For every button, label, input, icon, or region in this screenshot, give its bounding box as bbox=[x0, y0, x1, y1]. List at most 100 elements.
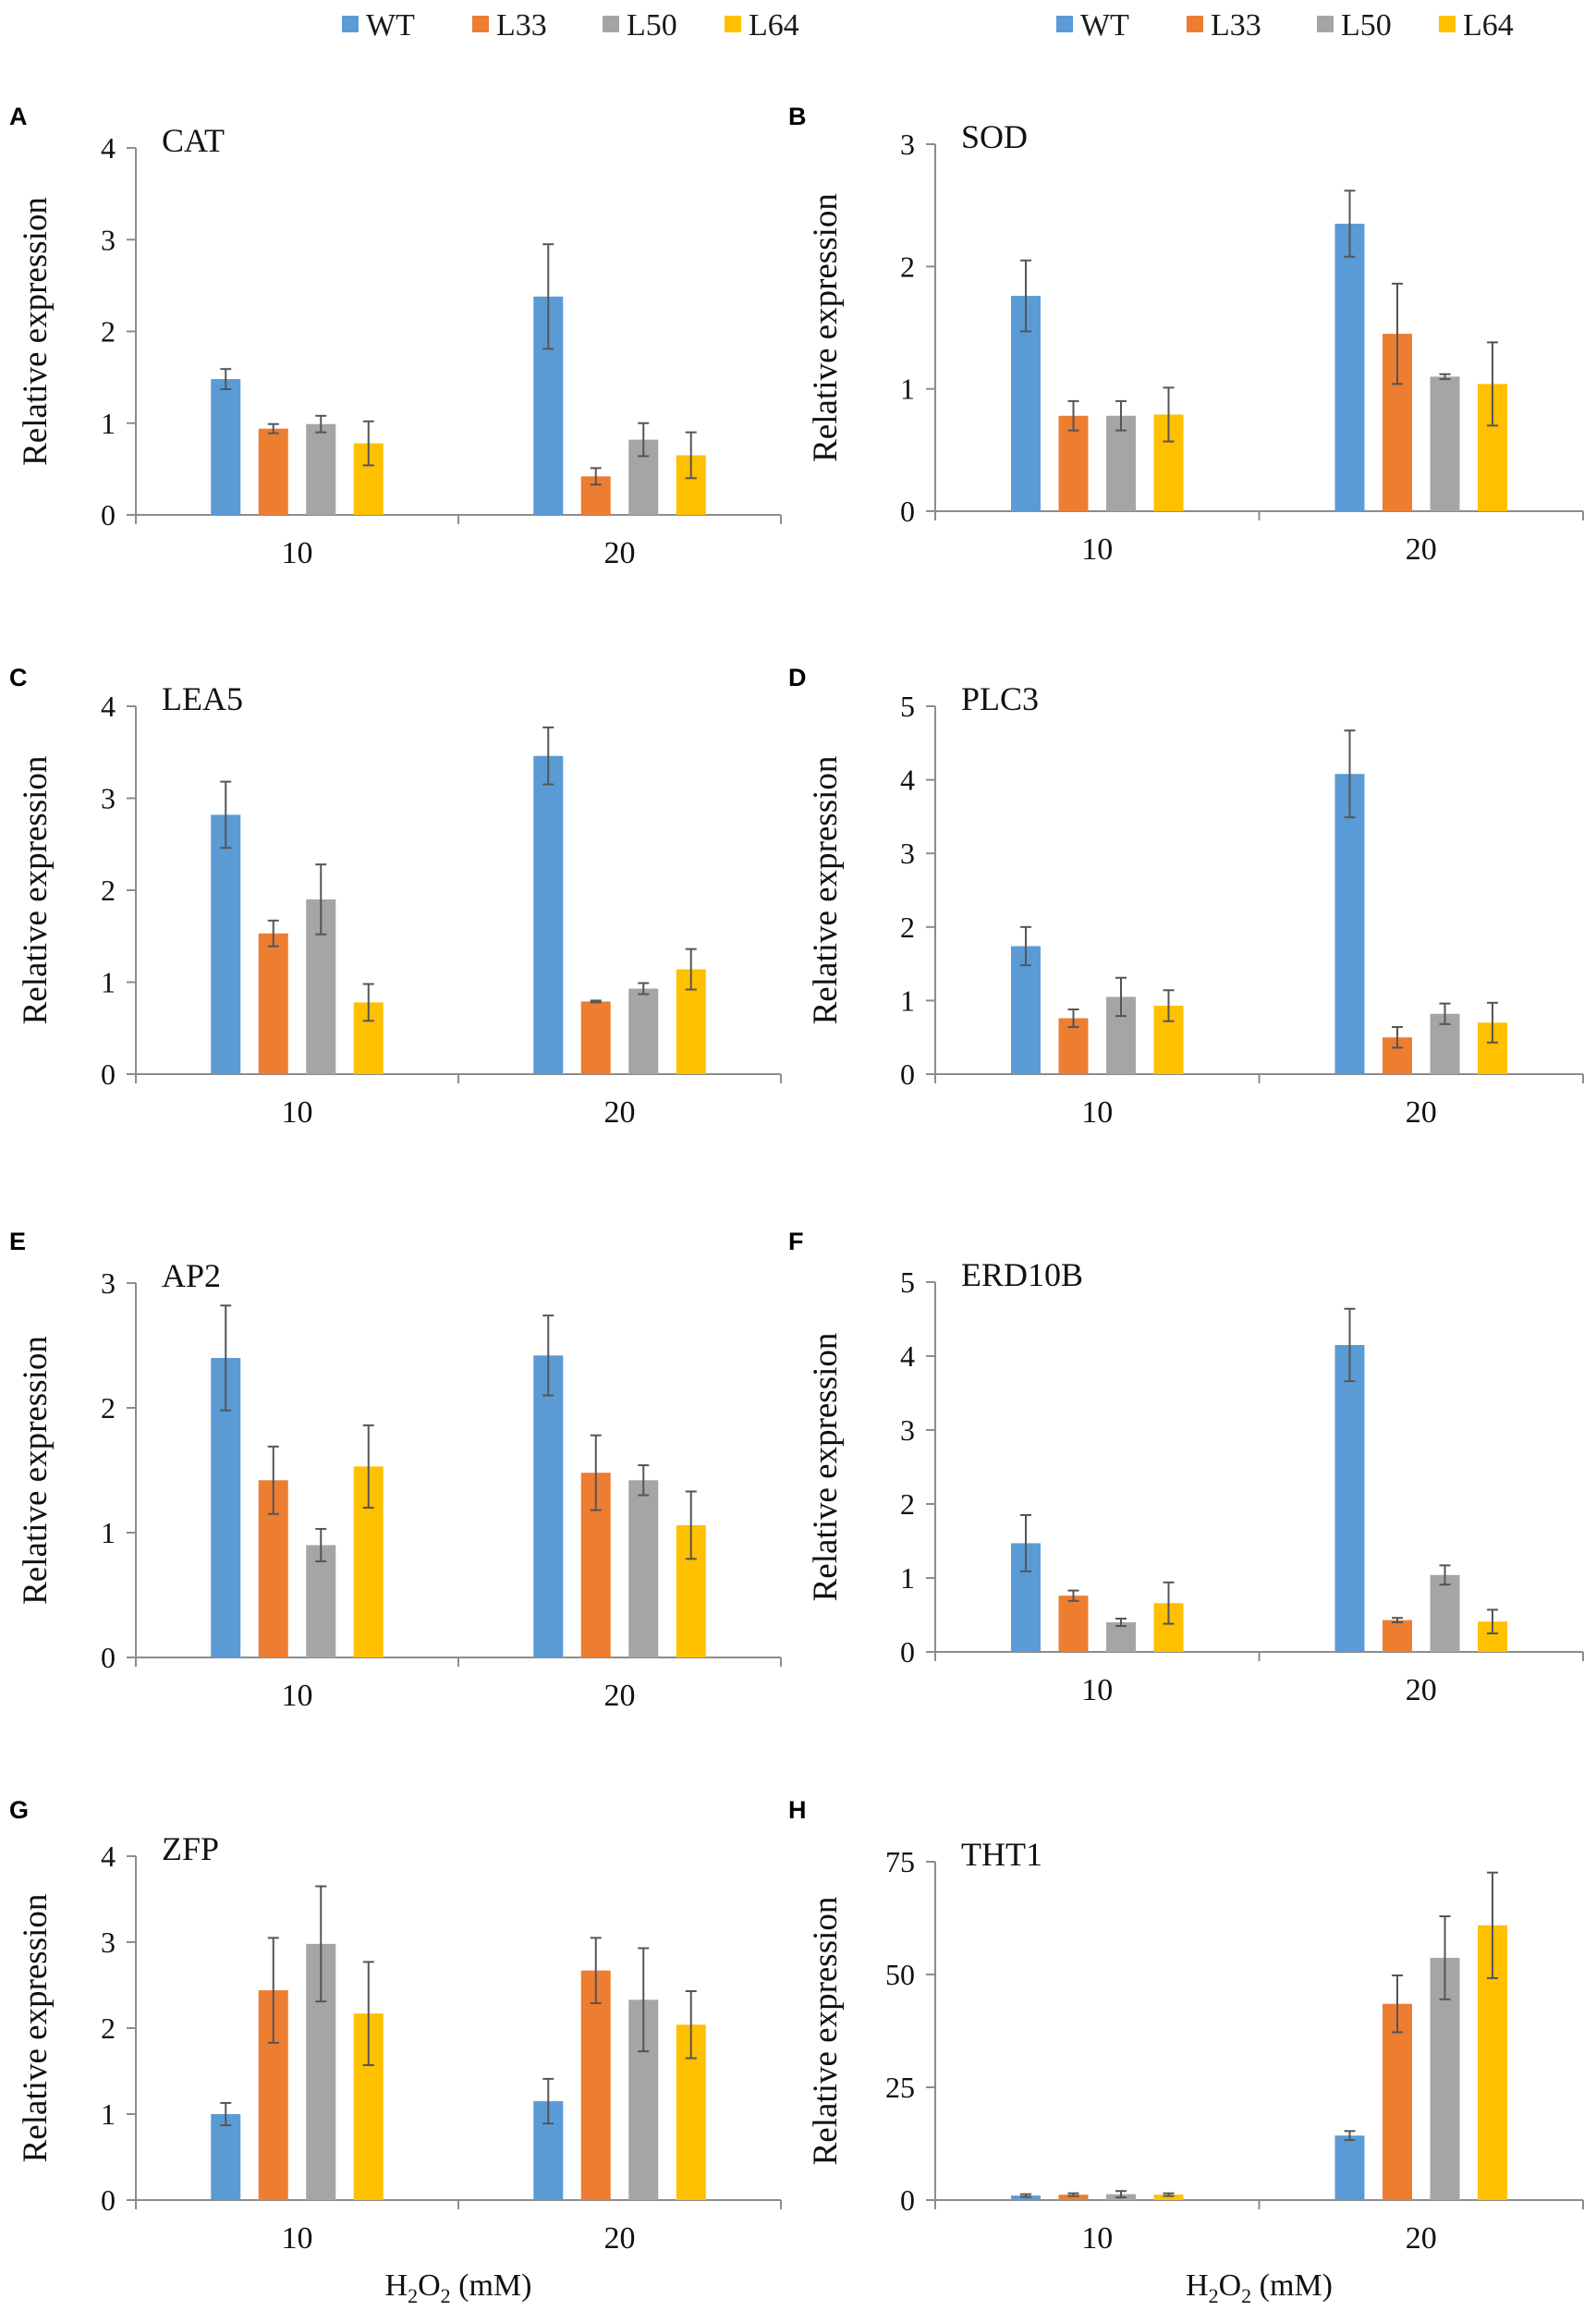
bar-l33-20 bbox=[1383, 1620, 1412, 1652]
error-bar-l64-20 bbox=[1487, 1001, 1498, 1044]
x-tick-label: 10 bbox=[282, 536, 313, 570]
error-bar-l33-20 bbox=[1392, 1974, 1403, 2034]
error-bar-l50-10 bbox=[315, 1527, 327, 1563]
legend-label-l64: L64 bbox=[749, 8, 799, 43]
y-tick-label: 3 bbox=[101, 1266, 116, 1300]
y-axis-label: Relative expression bbox=[807, 1897, 845, 2166]
error-bar-l50-20 bbox=[638, 982, 650, 996]
panel-title: THT1 bbox=[961, 1836, 1042, 1873]
error-bar-l33-10 bbox=[1067, 2192, 1079, 2197]
error-bar-l64-10 bbox=[1163, 1581, 1175, 1625]
panel-h: H THT1 Relative expression 0 25 50 75 10 20 H2O2 … bbox=[788, 1796, 1584, 2307]
y-axis-label: Relative expression bbox=[807, 756, 845, 1025]
error-bar-l33-10 bbox=[1067, 399, 1079, 432]
error-bar-l50-10 bbox=[315, 414, 327, 434]
x-tick-label: 20 bbox=[1406, 1095, 1437, 1130]
y-tick-label: 0 bbox=[101, 1058, 116, 1091]
error-bar-l50-10 bbox=[1115, 1618, 1127, 1627]
error-bar-l33-10 bbox=[267, 422, 279, 434]
legend-label-l50: L50 bbox=[1341, 8, 1392, 43]
y-tick-label: 0 bbox=[101, 498, 116, 532]
x-tick-label: 10 bbox=[282, 2221, 313, 2256]
y-tick-label: 0 bbox=[900, 1058, 915, 1091]
bar-wt-10 bbox=[211, 379, 241, 515]
error-bar-wt-10 bbox=[220, 368, 232, 391]
y-tick-label: 4 bbox=[101, 1840, 116, 1873]
y-tick-label: 4 bbox=[900, 764, 915, 797]
x-tick-label: 10 bbox=[1081, 2221, 1113, 2256]
bar-l33-10 bbox=[258, 428, 288, 515]
y-tick-label: 1 bbox=[900, 1561, 915, 1595]
error-bar-l64-20 bbox=[1487, 341, 1498, 427]
error-bar-wt-20 bbox=[542, 1314, 554, 1397]
y-tick-label: 2 bbox=[900, 911, 915, 944]
x-tick-label: 20 bbox=[1406, 532, 1437, 567]
y-tick-label: 2 bbox=[101, 874, 116, 907]
bar-l33-20 bbox=[580, 1001, 611, 1074]
y-axis-label: Relative expression bbox=[17, 1894, 55, 2163]
y-tick-label: 0 bbox=[101, 2183, 116, 2217]
y-tick-label: 1 bbox=[101, 2097, 116, 2131]
error-bar-l50-10 bbox=[1115, 976, 1127, 1018]
error-bar-l33-20 bbox=[1392, 282, 1403, 385]
error-bar-wt-20 bbox=[1344, 190, 1356, 258]
panel-title: ZFP bbox=[162, 1830, 219, 1867]
y-tick-label: 5 bbox=[900, 1266, 915, 1299]
panel-title: LEA5 bbox=[162, 680, 243, 717]
x-tick-label: 20 bbox=[1406, 1673, 1437, 1707]
bar-l33-10 bbox=[1058, 1596, 1089, 1652]
error-bar-l50-20 bbox=[638, 1947, 650, 2053]
y-axis-label: Relative expression bbox=[17, 1336, 55, 1605]
error-bar-wt-20 bbox=[542, 2077, 554, 2125]
legend-label-wt: WT bbox=[366, 8, 415, 43]
error-bar-l50-10 bbox=[1115, 2190, 1127, 2199]
legend-swatch-l50 bbox=[603, 16, 619, 32]
bar-wt-10 bbox=[1011, 946, 1041, 1074]
x-tick-label: 10 bbox=[282, 1095, 313, 1130]
error-bar-wt-20 bbox=[1344, 729, 1356, 819]
y-tick-label: 4 bbox=[101, 131, 116, 165]
x-axis-label: H2O2 (mM) bbox=[1186, 2268, 1333, 2307]
bar-l33-10 bbox=[258, 933, 288, 1074]
x-tick-label: 10 bbox=[1081, 1673, 1113, 1707]
error-bar-l64-20 bbox=[1487, 1871, 1498, 1979]
y-tick-label: 3 bbox=[101, 223, 116, 256]
error-bar-l33-20 bbox=[590, 999, 602, 1004]
y-tick-label: 5 bbox=[900, 690, 915, 723]
x-tick-label: 10 bbox=[1081, 1095, 1113, 1130]
error-bar-l50-20 bbox=[1439, 1564, 1451, 1586]
x-tick-label: 20 bbox=[604, 1095, 636, 1130]
y-tick-label: 75 bbox=[885, 1845, 915, 1878]
error-bar-l33-20 bbox=[590, 467, 602, 486]
error-bar-l50-10 bbox=[315, 1885, 327, 2003]
error-bar-l33-20 bbox=[590, 1937, 602, 2005]
panel-title: ERD10B bbox=[961, 1256, 1083, 1293]
y-tick-label: 2 bbox=[101, 1391, 116, 1425]
y-tick-label: 3 bbox=[101, 782, 116, 815]
panel-letter: G bbox=[9, 1796, 29, 1824]
error-bar-l33-20 bbox=[590, 1434, 602, 1511]
y-tick-label: 3 bbox=[101, 1926, 116, 1959]
y-tick-label: 1 bbox=[101, 1516, 116, 1549]
panel-b: B SOD Relative expression 0 1 2 3 10 20 bbox=[788, 103, 1584, 567]
error-bar-wt-10 bbox=[220, 780, 232, 850]
error-bar-wt-10 bbox=[1020, 1514, 1031, 1572]
error-bar-wt-20 bbox=[1344, 1307, 1356, 1383]
x-tick-label: 20 bbox=[604, 1679, 636, 1713]
error-bar-wt-10 bbox=[1020, 2193, 1031, 2198]
legend-swatch-wt bbox=[342, 16, 359, 32]
bar-wt-20 bbox=[1334, 1345, 1365, 1652]
bar-l50-20 bbox=[1430, 1574, 1460, 1652]
legend-swatch-l64 bbox=[1439, 16, 1456, 32]
y-tick-label: 0 bbox=[900, 1635, 915, 1669]
y-tick-label: 1 bbox=[101, 966, 116, 999]
error-bar-l50-10 bbox=[1115, 399, 1127, 432]
bar-wt-20 bbox=[1334, 224, 1365, 511]
bar-l50-20 bbox=[628, 1480, 659, 1657]
error-bar-l33-10 bbox=[267, 1445, 279, 1515]
y-tick-label: 4 bbox=[900, 1339, 915, 1373]
panel-title: SOD bbox=[961, 118, 1028, 155]
error-bar-l64-20 bbox=[685, 948, 697, 991]
error-bar-wt-10 bbox=[220, 1304, 232, 1412]
error-bar-l50-20 bbox=[1439, 373, 1451, 381]
